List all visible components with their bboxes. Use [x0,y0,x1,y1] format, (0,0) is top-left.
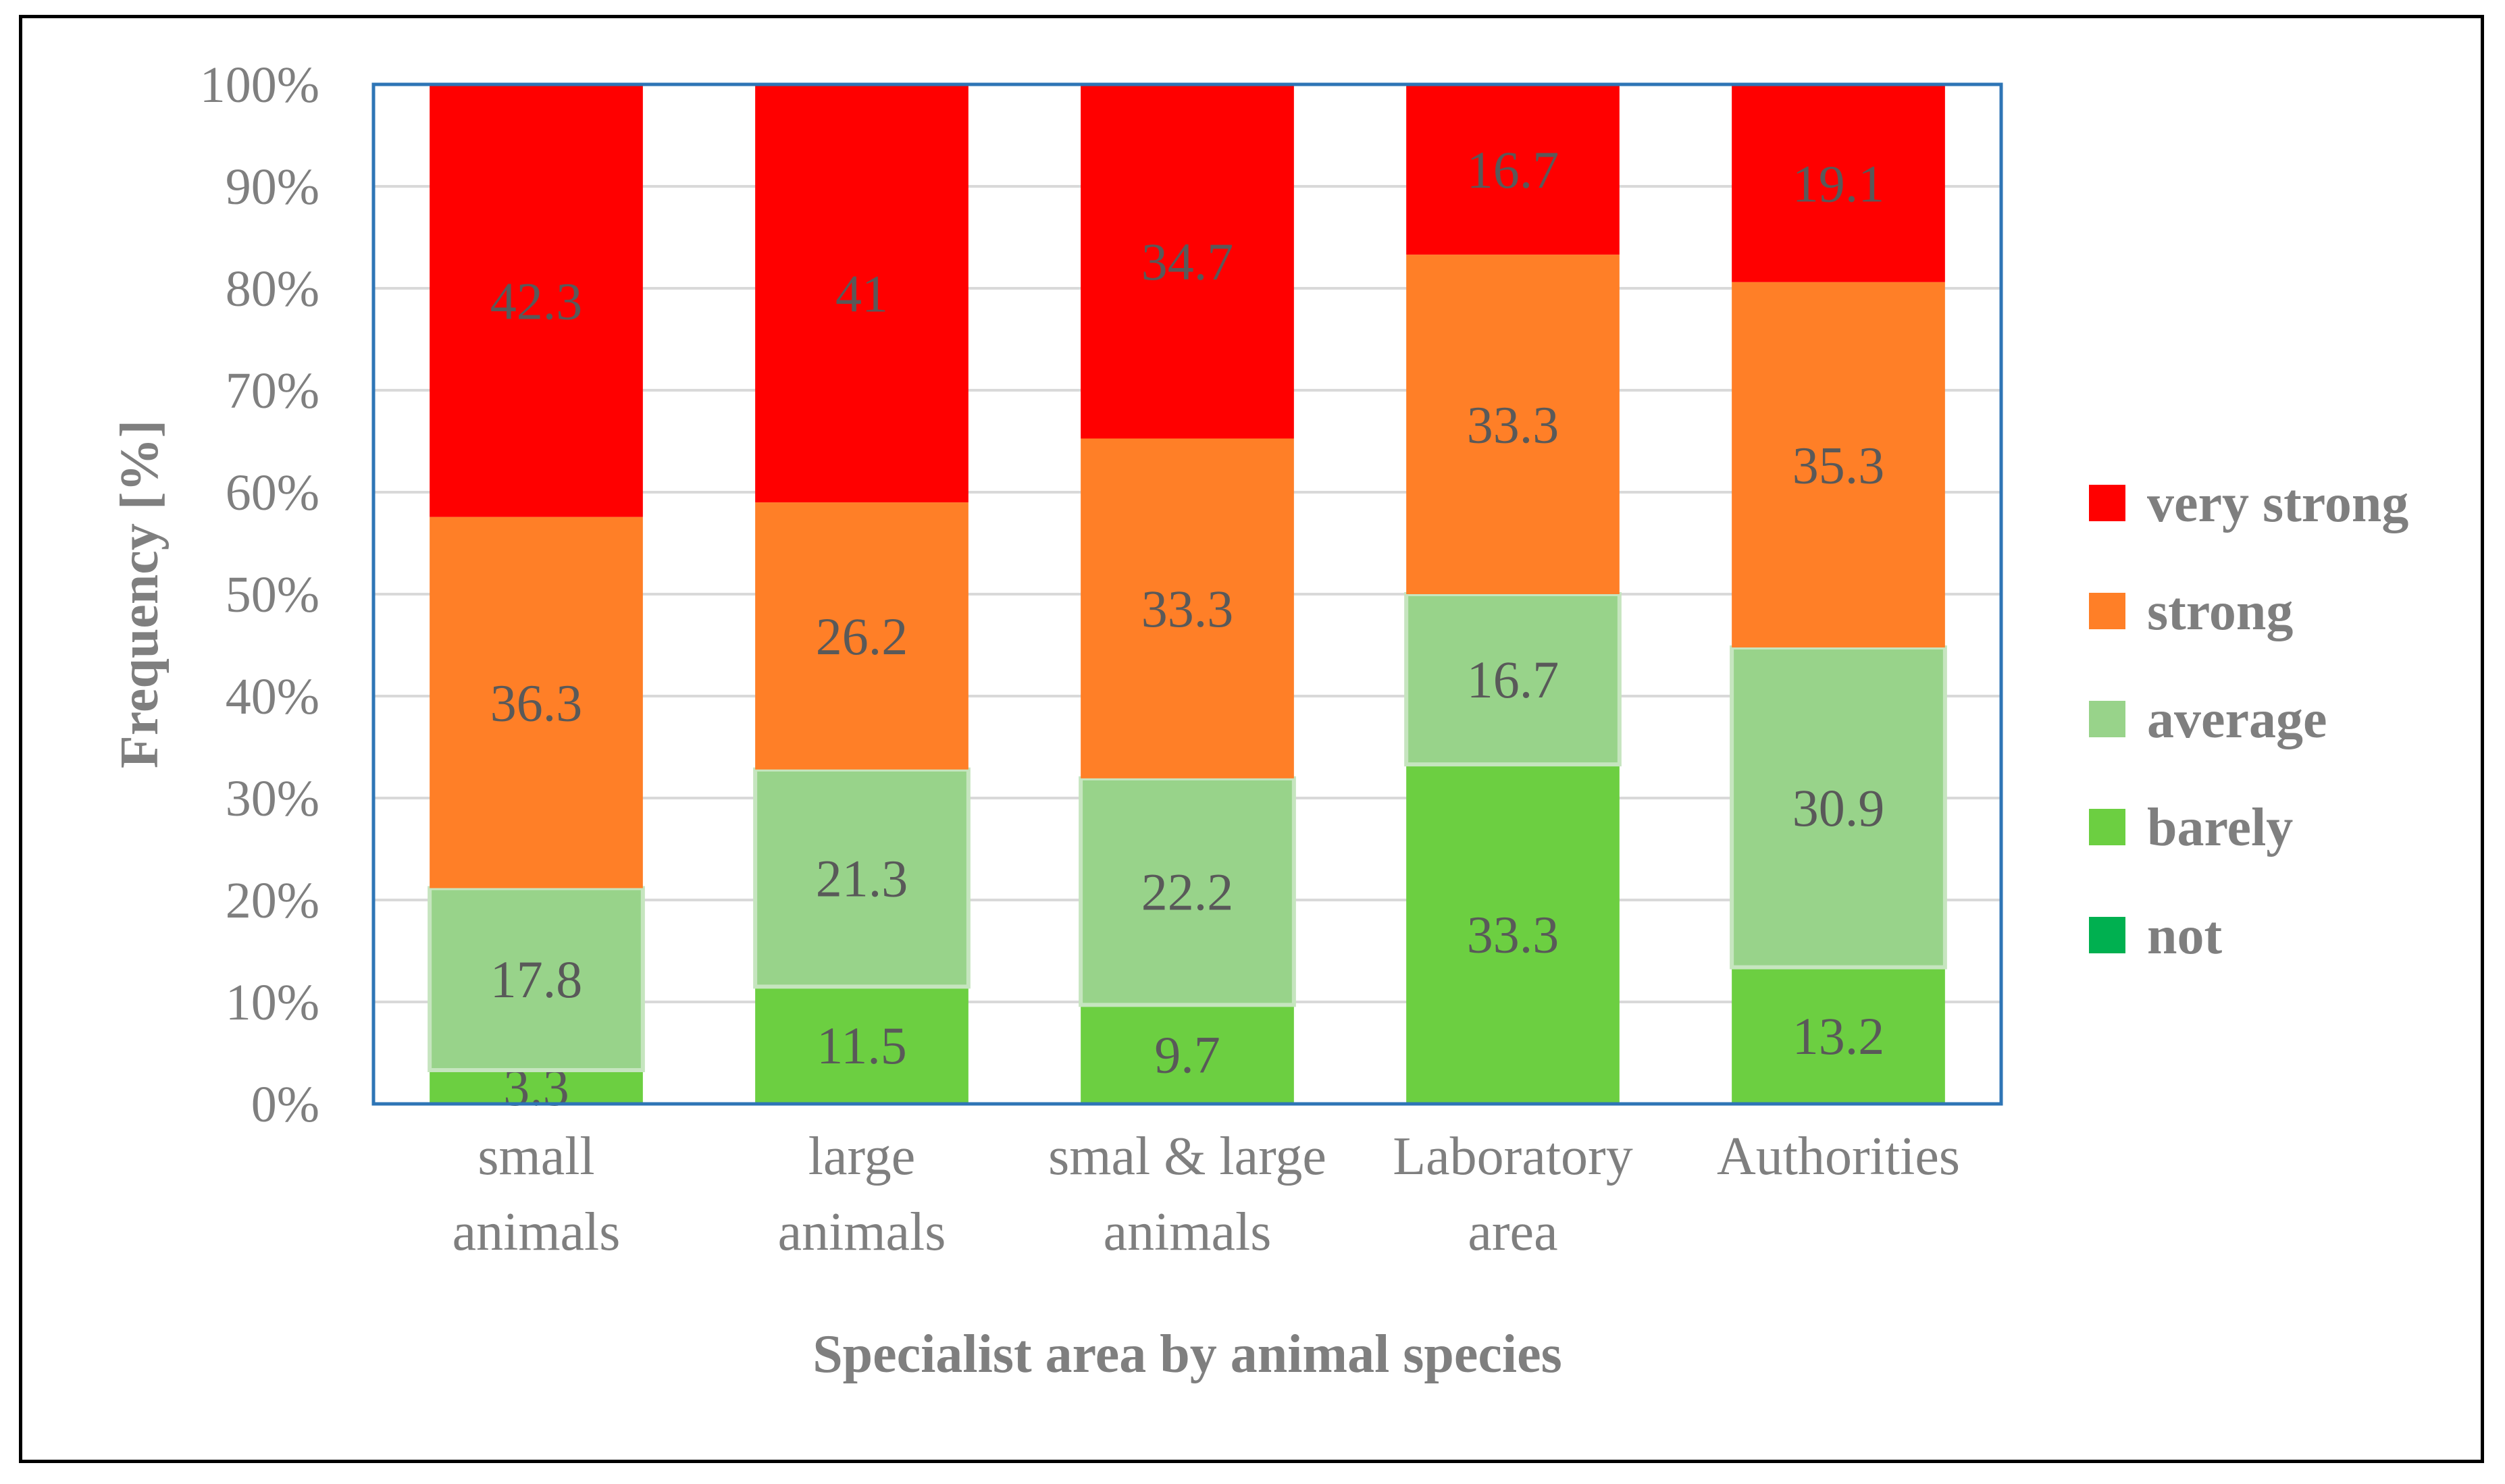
legend-swatch-very-strong [2089,485,2125,521]
plot-area-border [371,82,2003,1106]
data-label: 33.3 [1467,905,1559,964]
data-label: 35.3 [1792,435,1885,494]
bar-segment-average [1730,645,1947,970]
data-label: 17.8 [490,950,583,1009]
x-axis-title: Specialist area by animal species [812,1325,1562,1384]
bar-segment-very-strong [1081,84,1294,439]
bar-segment-average [1079,776,1296,1007]
stacked-bar-chart: 3.317.836.342.311.521.326.2419.722.233.3… [110,57,2408,1384]
data-label: 13.2 [1792,1007,1885,1065]
bar-segment-strong [1732,282,1945,647]
y-tick-label: 70% [226,363,319,419]
bar-segment-very-strong [1732,84,1945,282]
legend-swatch-strong [2089,593,2125,629]
x-category-label: animals [778,1202,946,1262]
x-category-label: large [808,1127,915,1186]
legend-label: strong [2147,582,2293,641]
bar-segment-very-strong [755,84,969,503]
legend-label: average [2147,690,2327,749]
bar-segment-average [1404,592,1622,767]
y-tick-label: 50% [226,566,319,623]
y-tick-label: 30% [226,770,319,827]
bar-segment-barely [755,986,969,1104]
data-label: 34.7 [1141,232,1234,291]
bar-segment-very-strong [430,84,643,517]
legend-label: not [2147,906,2222,965]
data-label: 16.7 [1467,650,1559,709]
data-label: 30.9 [1792,778,1885,837]
bars: 3.317.836.342.311.521.326.2419.722.233.3… [428,84,1947,1117]
y-tick-label: 0% [251,1076,319,1133]
x-category-label: area [1468,1202,1557,1262]
bar-segment-strong [755,502,969,770]
legend: very strong strong average barely not [2089,474,2408,965]
legend-swatch-not [2089,917,2125,953]
bar-segment-barely [1081,1005,1294,1104]
y-tick-label: 20% [226,872,319,929]
x-category-label: Laboratory [1393,1127,1632,1186]
bar-segment-average [753,767,971,989]
y-tick-label: 10% [226,974,319,1031]
chart-frame: 3.3 17.8 36.3 42.3 11.5 21.3 26.2 41 9.7 22.2 33.3… [19,15,2484,1463]
x-category-label: animals [1104,1202,1272,1262]
x-axis-category-labels: small animals large animals smal & large anim… [453,1127,1960,1262]
y-axis-title: Frequency [%] [110,420,170,768]
x-category-label: animals [453,1202,621,1262]
legend-label: very strong [2147,474,2408,533]
legend-label: barely [2147,798,2293,857]
y-axis-tick-labels: 0% 10% 20% 30% 40% 50% 60% 70% 80% 90% 100% [200,57,319,1133]
legend-swatch-average [2089,701,2125,737]
y-tick-label: 60% [226,465,319,521]
x-category-label: smal & large [1048,1127,1326,1186]
bar-segment-barely [1406,764,1620,1104]
bar-segment-strong [430,516,643,889]
data-label: 11.5 [817,1016,907,1075]
bar-segment-barely [1732,967,1945,1104]
bar-segment-strong [1081,438,1294,778]
data-label: 16.7 [1467,140,1559,199]
x-category-label: Authorities [1717,1127,1960,1186]
data-label: 41 [835,265,888,323]
data-label: 22.2 [1141,863,1234,922]
y-tick-label: 90% [226,159,319,215]
y-tick-label: 40% [226,668,319,725]
x-category-label: small [477,1127,594,1186]
y-tick-label: 100% [200,57,319,113]
data-label: 33.3 [1141,579,1234,638]
data-label: 42.3 [490,271,583,330]
data-label: 36.3 [490,674,583,733]
bar-segment-very-strong [1406,84,1620,255]
bar-segment-barely [430,1070,643,1104]
bar-segment-average [428,886,645,1073]
legend-swatch-barely [2089,809,2125,845]
data-label: 21.3 [816,849,908,908]
data-label: 9.7 [1154,1026,1220,1084]
y-tick-label: 80% [226,261,319,317]
bar-segment-strong [1406,255,1620,594]
data-label: 33.3 [1467,396,1559,454]
data-label: 19.1 [1792,154,1885,213]
data-label: 26.2 [816,607,908,666]
